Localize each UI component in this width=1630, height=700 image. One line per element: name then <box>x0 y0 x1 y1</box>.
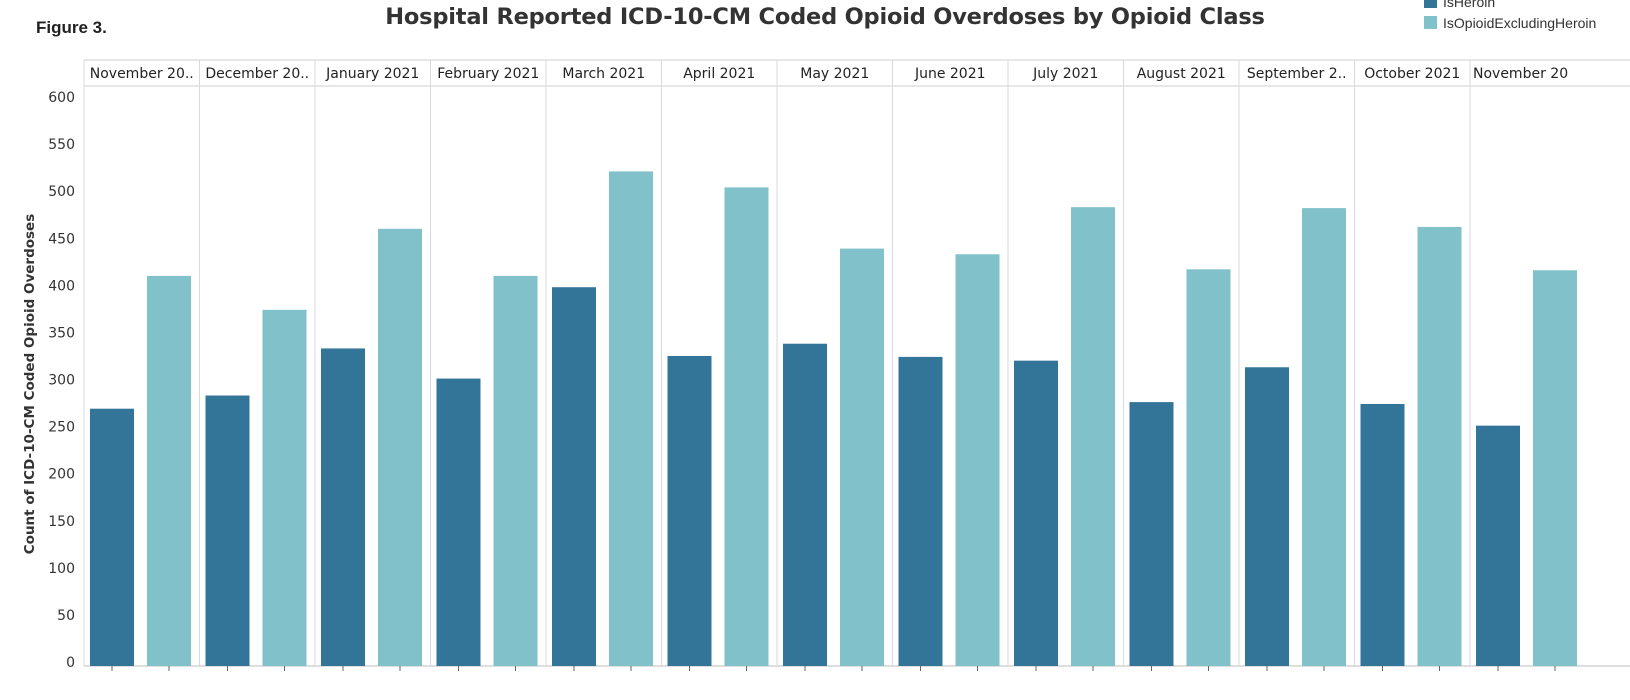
bar-opioid-excluding-heroin <box>955 254 1000 666</box>
legend-label-opioid-excluding-heroin: IsOpioidExcludingHeroin <box>1443 14 1597 31</box>
bar-heroin <box>1360 403 1405 666</box>
category-header-label: August 2021 <box>1137 66 1226 82</box>
category-header-label: July 2021 <box>1032 66 1098 82</box>
y-tick-label: 150 <box>48 514 75 530</box>
bar-heroin <box>205 395 250 666</box>
bar-opioid-excluding-heroin <box>378 228 422 667</box>
bar-opioid-excluding-heroin <box>1186 269 1231 666</box>
category-header-label: December 20.. <box>205 66 309 82</box>
y-tick-label: 550 <box>48 137 75 153</box>
category-header-label: November 20.. <box>90 66 194 82</box>
bar-opioid-excluding-heroin <box>147 275 191 666</box>
category-header-label: January 2021 <box>325 66 419 82</box>
bar-opioid-excluding-heroin <box>1302 208 1346 666</box>
bar-opioid-excluding-heroin <box>262 309 307 666</box>
bar-heroin <box>1476 425 1520 666</box>
figure-label: Figure 3. <box>36 18 107 37</box>
category-header-label: June 2021 <box>914 66 986 82</box>
bar-heroin <box>783 343 827 666</box>
category-header-label: May 2021 <box>800 66 869 82</box>
legend-swatch-opioid-excluding-heroin <box>1424 16 1437 29</box>
y-tick-label: 50 <box>57 608 75 624</box>
bar-opioid-excluding-heroin <box>724 187 769 666</box>
legend-item-heroin[interactable]: IsHeroin <box>1424 0 1596 12</box>
category-header-label: November 20 <box>1473 66 1568 82</box>
bar-heroin <box>1245 367 1289 666</box>
bar-opioid-excluding-heroin <box>1533 270 1577 666</box>
y-tick-label: 450 <box>48 231 75 247</box>
bar-opioid-excluding-heroin <box>840 248 884 666</box>
category-header-label: October 2021 <box>1364 66 1460 82</box>
y-tick-label: 200 <box>48 467 75 483</box>
bar-heroin <box>1129 402 1174 666</box>
legend: IsHeroin IsOpioidExcludingHeroin <box>1424 0 1596 33</box>
legend-item-opioid-excluding-heroin[interactable]: IsOpioidExcludingHeroin <box>1424 12 1596 33</box>
category-header-label: March 2021 <box>562 66 645 82</box>
bar-heroin <box>667 355 712 666</box>
legend-swatch-heroin <box>1424 0 1437 8</box>
y-tick-label: 100 <box>48 561 75 577</box>
bar-heroin <box>1014 360 1058 666</box>
category-header-label: April 2021 <box>683 66 755 82</box>
bar-heroin <box>552 287 596 666</box>
bar-opioid-excluding-heroin <box>609 171 653 666</box>
y-tick-label: 250 <box>48 420 75 436</box>
bar-heroin <box>321 348 365 666</box>
bar-opioid-excluding-heroin <box>1071 207 1115 667</box>
bar-heroin <box>436 378 481 666</box>
category-header-label: September 2.. <box>1247 66 1347 82</box>
y-tick-label: 500 <box>48 184 75 200</box>
category-header-label: February 2021 <box>437 66 539 82</box>
y-tick-label: 0 <box>66 655 75 671</box>
y-tick-label: 600 <box>48 90 75 106</box>
bar-opioid-excluding-heroin <box>493 275 538 666</box>
bar-heroin <box>898 356 943 666</box>
legend-label-heroin: IsHeroin <box>1443 0 1496 10</box>
chart-title: Hospital Reported ICD-10-CM Coded Opioid… <box>385 4 1265 30</box>
bar-heroin <box>90 408 134 666</box>
y-tick-label: 350 <box>48 325 75 341</box>
y-tick-label: 400 <box>48 278 75 294</box>
y-tick-label: 300 <box>48 373 75 389</box>
bar-opioid-excluding-heroin <box>1417 226 1462 666</box>
